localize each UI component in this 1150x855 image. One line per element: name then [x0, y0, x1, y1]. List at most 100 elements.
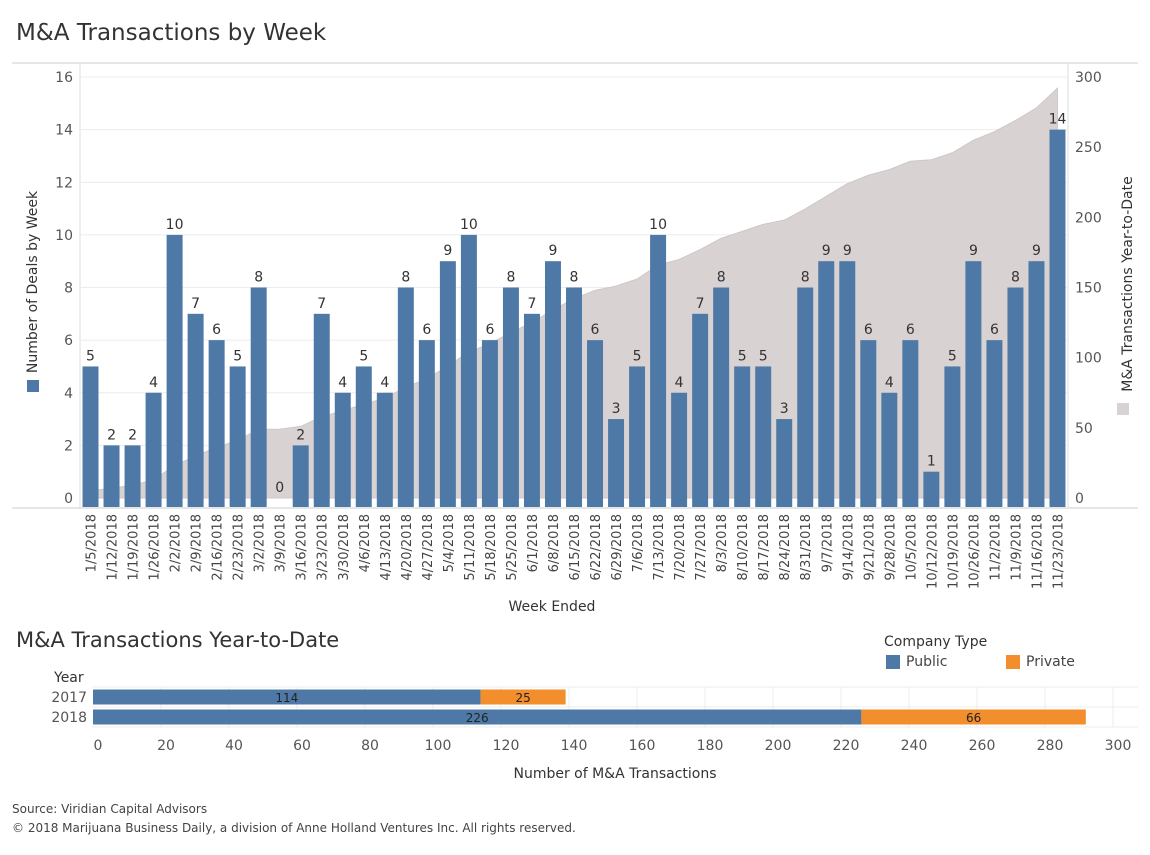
bar-value-label: 8	[717, 270, 726, 286]
bar-value-label: 6	[864, 322, 873, 338]
x-tick-label: 4/20/2018	[400, 514, 415, 581]
bar	[166, 234, 183, 507]
ytd-x-tick-label: 240	[901, 738, 928, 754]
x-tick-label: 2/9/2018	[190, 514, 205, 572]
bar-value-label: 9	[843, 243, 852, 259]
bar-value-label: 5	[359, 348, 368, 364]
ytd-category-label: 2017	[51, 690, 87, 706]
bar-value-label: 8	[506, 270, 515, 286]
bar	[629, 366, 646, 507]
x-tick-label: 5/4/2018	[442, 514, 457, 572]
bar-value-label: 5	[233, 348, 242, 364]
ytd-x-tick-label: 20	[157, 738, 175, 754]
y-tick-label: 4	[64, 386, 73, 402]
y-tick-label: 6	[64, 333, 73, 349]
bar-value-label: 1	[927, 454, 936, 470]
x-tick-label: 7/6/2018	[631, 514, 646, 572]
x-tick-label: 8/17/2018	[757, 514, 772, 581]
x-tick-label: 2/16/2018	[211, 514, 226, 581]
bar-value-label: 5	[738, 348, 747, 364]
bar-value-label: 10	[649, 217, 667, 233]
bar	[797, 287, 814, 507]
bar-value-label: 9	[443, 243, 452, 259]
bar	[608, 419, 625, 507]
bar-value-label: 4	[675, 375, 684, 391]
bar-value-label: 10	[460, 217, 478, 233]
y2-tick-label: 150	[1075, 281, 1102, 297]
bar	[334, 392, 351, 507]
bar	[460, 234, 477, 507]
y-axis-title: Number of Deals by Week	[25, 190, 41, 373]
bar	[250, 287, 267, 507]
bar-value-label: 7	[317, 296, 326, 312]
ytd-bar-private-label: 66	[966, 711, 981, 725]
ytd-x-tick-label: 280	[1037, 738, 1064, 754]
bar-value-label: 6	[212, 322, 221, 338]
bar	[881, 392, 898, 507]
x-tick-label: 10/26/2018	[967, 514, 982, 589]
x-tick-label: 5/18/2018	[484, 514, 499, 581]
legend-label-private: Private	[1026, 654, 1075, 670]
x-tick-label: 8/10/2018	[736, 514, 751, 581]
ytd-x-tick-label: 0	[94, 738, 103, 754]
y2-axis-legend-swatch	[1117, 403, 1129, 415]
ytd-x-tick-label: 220	[833, 738, 860, 754]
bar-value-label: 2	[107, 427, 116, 443]
bar	[986, 340, 1003, 507]
x-tick-label: 2/23/2018	[232, 514, 247, 581]
x-tick-label: 6/8/2018	[547, 514, 562, 572]
x-tick-label: 4/27/2018	[421, 514, 436, 581]
ytd-y-axis-title: Year	[53, 670, 84, 686]
bar	[376, 392, 393, 507]
y2-tick-label: 200	[1075, 210, 1102, 226]
bar-value-label: 8	[254, 270, 263, 286]
bar	[82, 366, 99, 507]
bar	[1007, 287, 1024, 507]
y-tick-label: 8	[64, 281, 73, 297]
bar	[713, 287, 730, 507]
ytd-x-tick-label: 160	[629, 738, 656, 754]
bar	[734, 366, 751, 507]
bar-value-label: 5	[948, 348, 957, 364]
ytd-bar-private-label: 25	[515, 691, 530, 705]
bar	[839, 261, 856, 507]
x-tick-label: 3/16/2018	[295, 514, 310, 581]
weekly-chart-title: M&A Transactions by Week	[16, 20, 327, 46]
x-tick-label: 6/29/2018	[610, 514, 625, 581]
ytd-bar-public-label: 114	[275, 691, 298, 705]
ytd-category-label: 2018	[51, 710, 87, 726]
ytd-x-tick-label: 180	[697, 738, 724, 754]
bar	[103, 445, 120, 507]
bar-value-label: 14	[1049, 112, 1067, 128]
x-tick-label: 8/3/2018	[715, 514, 730, 572]
bar	[671, 392, 688, 507]
ytd-x-tick-label: 200	[765, 738, 792, 754]
bar	[923, 471, 940, 507]
x-tick-label: 1/5/2018	[85, 514, 100, 572]
x-tick-label: 3/23/2018	[316, 514, 331, 581]
bar	[145, 392, 162, 507]
bar-value-label: 9	[1032, 243, 1041, 259]
legend-title: Company Type	[884, 634, 988, 650]
x-tick-label: 5/11/2018	[463, 514, 478, 581]
legend-item-public[interactable]: Public	[886, 654, 947, 670]
bar-value-label: 3	[612, 401, 621, 417]
bar-value-label: 7	[527, 296, 536, 312]
y2-axis-title: M&A Transactions Year-to-Date	[1120, 176, 1136, 391]
bar-value-label: 6	[422, 322, 431, 338]
x-tick-label: 9/14/2018	[841, 514, 856, 581]
x-axis-title: Week Ended	[509, 599, 596, 615]
bar-value-label: 5	[633, 348, 642, 364]
x-tick-label: 10/19/2018	[946, 514, 961, 589]
ytd-bar-private	[480, 689, 566, 705]
bar-value-label: 7	[696, 296, 705, 312]
legend-label-public: Public	[906, 654, 948, 670]
bar	[355, 366, 372, 507]
bar	[944, 366, 961, 507]
bar	[902, 340, 919, 507]
legend-item-private[interactable]: Private	[1006, 654, 1075, 670]
bar	[818, 261, 835, 507]
bar	[124, 445, 141, 507]
x-tick-label: 7/27/2018	[694, 514, 709, 581]
bar-value-label: 6	[485, 322, 494, 338]
